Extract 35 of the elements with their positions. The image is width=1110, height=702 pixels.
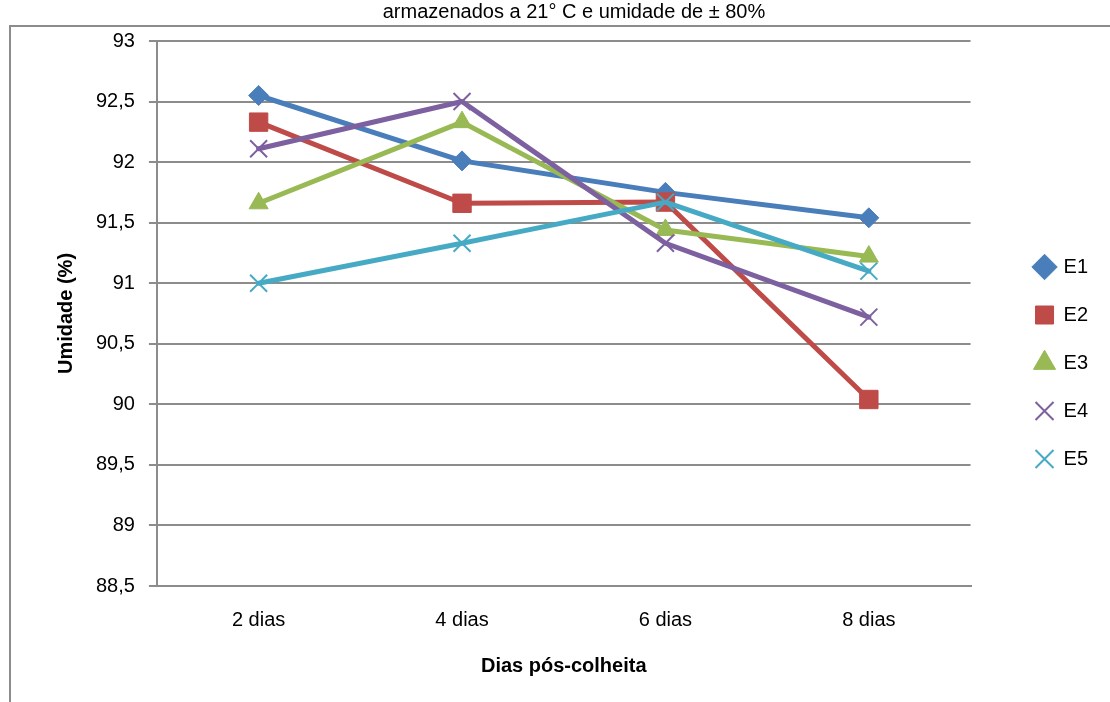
legend-label: E3 [1063, 350, 1089, 373]
point [451, 150, 473, 172]
point [452, 233, 472, 253]
point [859, 389, 879, 410]
y-tick-label: 93 [112, 28, 135, 51]
y-tick-label: 89 [112, 512, 135, 535]
x-tick-label: 4 dias [435, 607, 489, 630]
y-tick-label: 91,5 [95, 210, 135, 233]
legend-label: E1 [1063, 254, 1089, 277]
y-tick-label: 91 [112, 270, 135, 293]
x-tick-label: 2 dias [231, 607, 286, 630]
point [249, 139, 269, 159]
legend-label: E5 [1063, 446, 1089, 469]
y-tick-label: 88,5 [95, 573, 135, 596]
legend-label: E4 [1063, 398, 1089, 421]
y-tick-label: 92 [112, 149, 135, 172]
x-axis-title: Dias pós-colheita [480, 653, 648, 676]
legend-label: E2 [1063, 302, 1089, 325]
point [452, 92, 472, 112]
y-axis-title: Umidade (%) [53, 252, 76, 375]
y-tick-label: 90 [112, 391, 135, 414]
y-tick-label: 89,5 [95, 452, 135, 475]
chart-title: armazenados a 21° C e umidade de ± 80% [382, 0, 766, 22]
y-tick-label: 90,5 [95, 331, 135, 354]
point [859, 261, 879, 281]
y-tick-label: 92,5 [95, 89, 135, 112]
point [249, 273, 269, 293]
point [859, 307, 879, 327]
x-tick-label: 6 dias [638, 607, 693, 630]
x-tick-label: 8 dias [842, 607, 896, 630]
point [248, 112, 269, 132]
point [248, 85, 270, 106]
point [452, 193, 472, 213]
point [858, 207, 880, 229]
point [655, 233, 675, 253]
